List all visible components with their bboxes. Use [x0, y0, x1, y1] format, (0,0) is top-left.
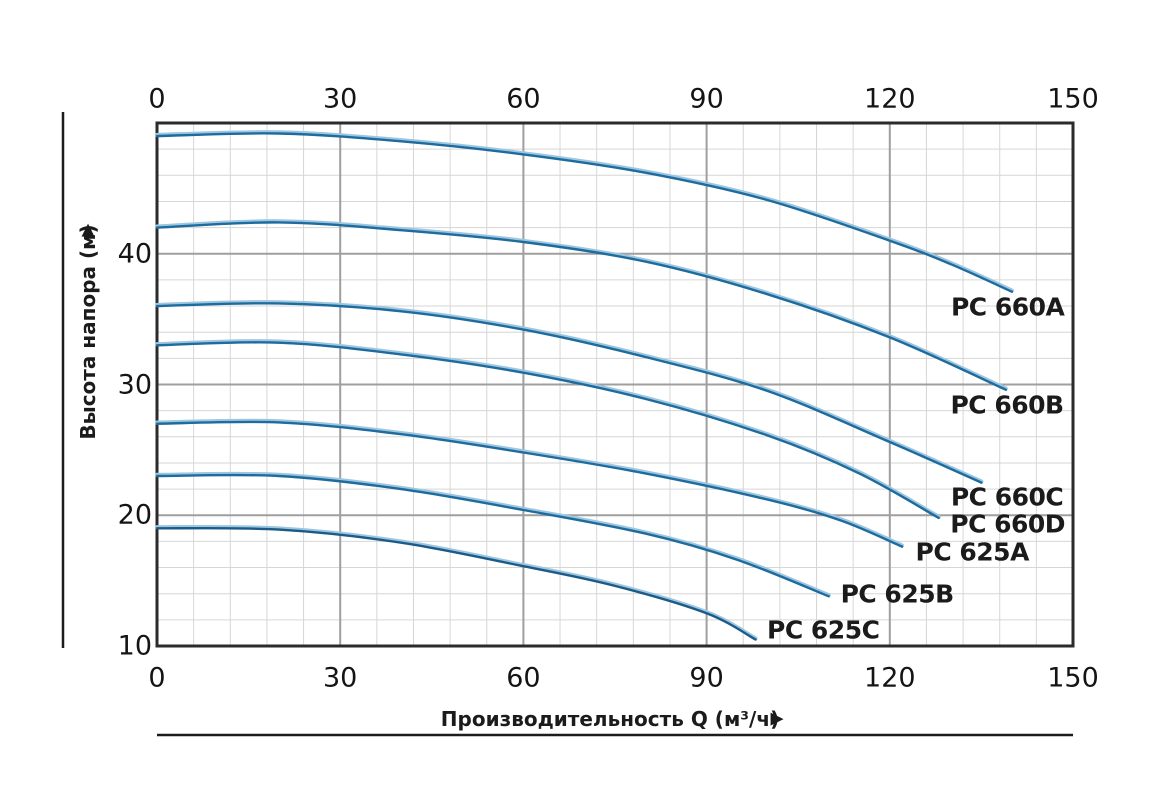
curve-pc-660c [155, 302, 983, 484]
series-label-pc-660a: PC 660A [950, 292, 1065, 322]
x-axis-tick-bottom-0: 0 [148, 662, 166, 694]
curve-pc-625c [155, 526, 757, 641]
y-axis-arrow-up-icon: ▲ [81, 219, 95, 240]
y-axis-title: Высота напора (м) [76, 224, 100, 440]
x-axis-tick-top-150: 150 [1047, 83, 1099, 115]
series-label-pc-660d: PC 660D [950, 509, 1066, 539]
y-axis-tick-20: 20 [117, 499, 152, 531]
x-axis-tick-top-30: 30 [323, 83, 358, 115]
curve-highlight-pc-660c [154, 300, 984, 484]
plot-border [155, 121, 1075, 648]
x-axis-title: Производительность Q (м³/ч) [440, 707, 780, 731]
x-axis-tick-top-120: 120 [864, 83, 916, 115]
series-label-pc-625b: PC 625B [840, 579, 955, 609]
curve-highlight-pc-625c [154, 524, 758, 641]
y-axis-tick-30: 30 [117, 369, 152, 400]
y-axis-tick-10: 10 [117, 630, 152, 662]
curve-highlight-pc-660a [154, 130, 1014, 293]
series-label-pc-660c: PC 660C [950, 482, 1064, 512]
x-axis-tick-bottom-120: 120 [864, 662, 916, 694]
series-label-pc-660b: PC 660B [950, 390, 1064, 420]
y-axis-tick-40: 40 [117, 238, 152, 270]
curve-highlight-pc-660d [154, 339, 941, 519]
x-axis-tick-bottom-150: 150 [1047, 662, 1099, 694]
curve-highlight-pc-625b [154, 471, 831, 598]
x-axis-tick-bottom-30: 30 [323, 662, 358, 694]
curve-pc-625b [155, 473, 830, 598]
curve-pc-660b [155, 221, 1007, 391]
x-axis-tick-top-90: 90 [689, 83, 724, 115]
x-axis-tick-top-0: 0 [148, 83, 166, 115]
x-axis-tick-bottom-90: 90 [689, 662, 724, 694]
series-label-pc-625c: PC 625C [767, 615, 880, 645]
x-axis-tick-bottom-60: 60 [506, 662, 541, 694]
x-axis-tick-top-60: 60 [506, 83, 541, 115]
curve-highlight-pc-660b [154, 219, 1008, 391]
curve-pc-660d [155, 341, 940, 520]
curve-pc-625a [155, 420, 904, 548]
series-label-pc-625a: PC 625A [915, 537, 1030, 567]
curve-pc-660a [155, 132, 1014, 293]
x-axis-arrow-right-icon: ▶ [770, 708, 784, 729]
